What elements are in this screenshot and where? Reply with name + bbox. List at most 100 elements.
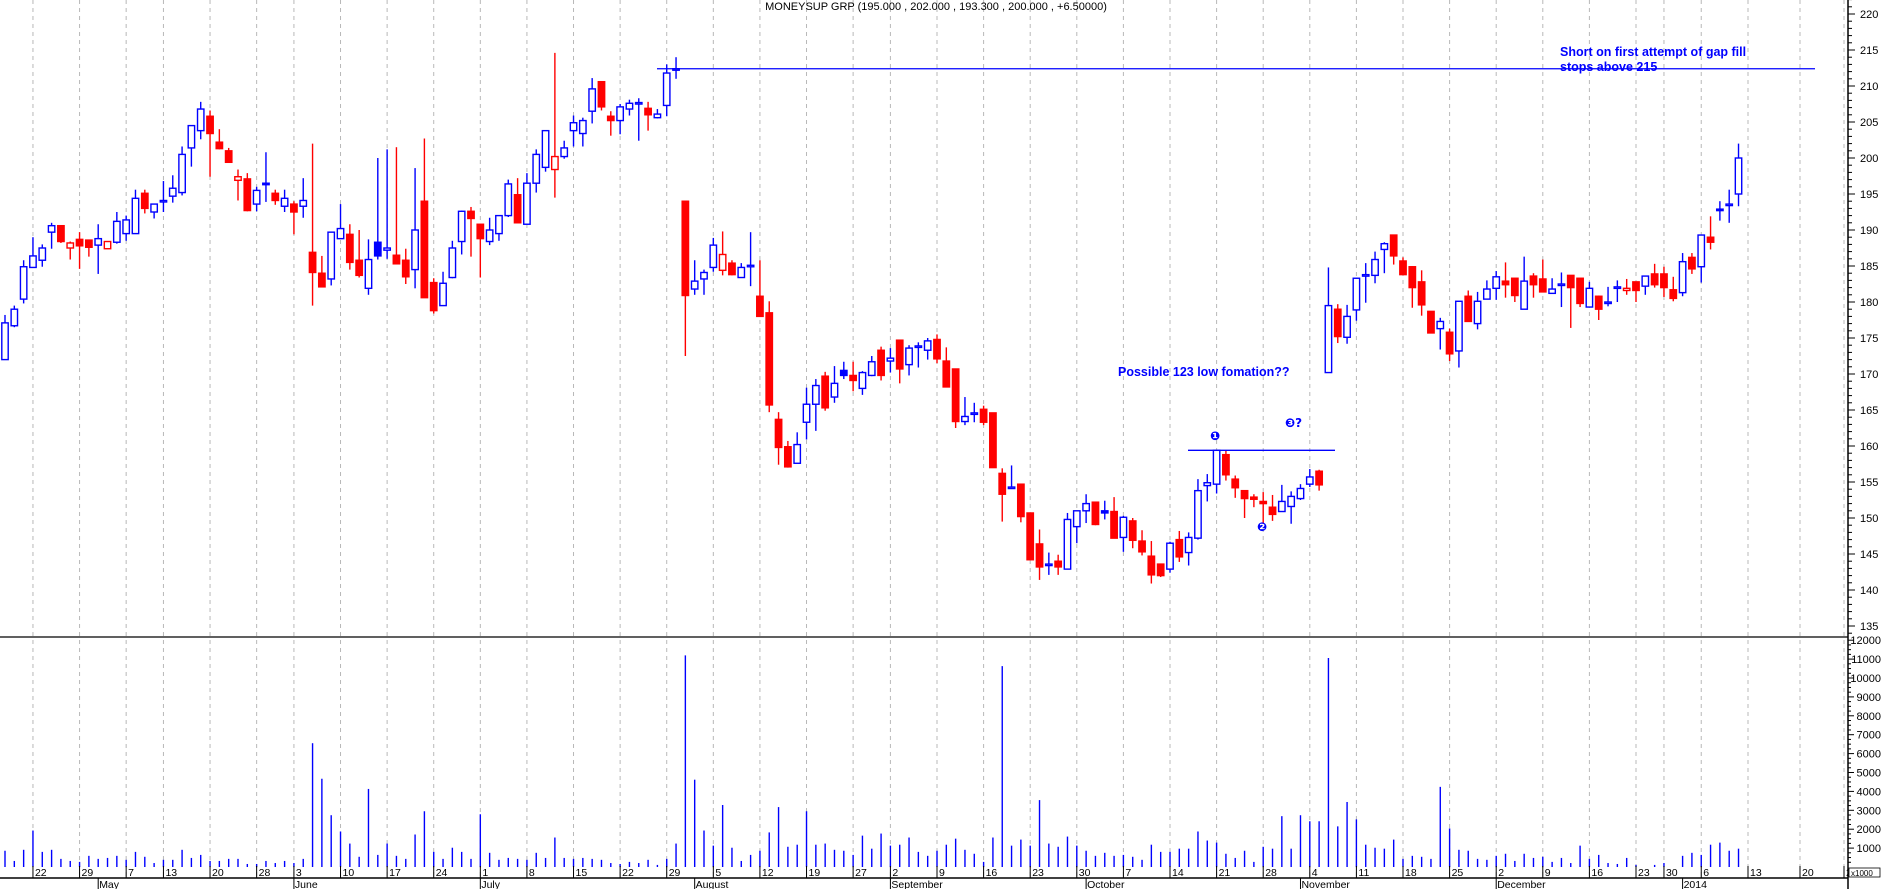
candle [783, 440, 792, 468]
candle [504, 179, 513, 218]
candle [942, 347, 951, 388]
candle [1100, 500, 1109, 520]
candle-body [569, 122, 578, 132]
candle-body [299, 199, 308, 207]
candle-body [1417, 281, 1426, 306]
candle [858, 371, 867, 395]
candle-body [1156, 563, 1165, 577]
candle-body [1352, 277, 1361, 311]
candle [1585, 281, 1594, 308]
candle [1147, 541, 1156, 584]
candle-body [467, 210, 475, 220]
date-label: 20 [212, 867, 224, 879]
chart-title: MONEYSUP GRP (195.000 , 202.000 , 193.30… [765, 1, 1107, 13]
candle-body [457, 210, 466, 243]
candle-body [1016, 483, 1025, 518]
date-label: 24 [436, 867, 448, 879]
candle [998, 468, 1007, 522]
date-label: 23 [1638, 867, 1650, 879]
date-label: 20 [1802, 867, 1814, 879]
candle [672, 57, 680, 79]
candle [159, 181, 168, 212]
candle-body [886, 357, 895, 362]
candle-body [411, 229, 419, 271]
date-label: 10 [343, 867, 355, 879]
candle-body [159, 199, 168, 203]
price-candles [1, 52, 1743, 584]
candle [1389, 234, 1398, 265]
candle [1436, 317, 1445, 350]
date-label: 6 [1703, 867, 1709, 879]
candle-body [224, 150, 233, 164]
candle [1333, 304, 1342, 344]
candle [951, 368, 960, 428]
date-label: 16 [1591, 867, 1603, 879]
date-label: 30 [1079, 867, 1091, 879]
candle [634, 98, 643, 141]
candle [262, 152, 270, 202]
candle-body [1100, 510, 1109, 514]
candle [1361, 263, 1370, 303]
month-label: 2014 [1684, 879, 1708, 889]
date-label: 13 [1750, 867, 1762, 879]
date-label: 15 [576, 867, 588, 879]
candle [1287, 491, 1296, 524]
candle [690, 260, 699, 295]
candle-body [923, 340, 932, 351]
candle [47, 222, 56, 249]
month-label: December [1497, 879, 1546, 889]
candle [1016, 483, 1025, 523]
month-label: July [481, 879, 500, 889]
month-label: August [696, 879, 729, 889]
candle-body [187, 124, 196, 149]
candle [1007, 465, 1016, 490]
volume-tick-label: 11000 [1851, 654, 1881, 666]
candle-body [243, 178, 252, 212]
candle [1091, 501, 1100, 526]
candle [644, 101, 652, 131]
candle-body [1054, 560, 1063, 568]
date-label: 17 [389, 867, 401, 879]
candle-body [252, 189, 261, 205]
date-label: 7 [128, 867, 134, 879]
candle [1035, 529, 1044, 580]
candle-body [1026, 512, 1035, 561]
candle-body [262, 182, 270, 186]
price-tick-label: 160 [1860, 441, 1878, 453]
candle [131, 189, 140, 235]
candle [1455, 300, 1463, 368]
candle [1445, 328, 1454, 362]
candle [1408, 266, 1417, 308]
candle-body [1231, 478, 1240, 489]
candle [1734, 143, 1743, 207]
candle [1566, 274, 1575, 328]
candle-body [644, 107, 652, 116]
price-tick-label: 215 [1860, 45, 1878, 57]
volume-tick-label: 12000 [1850, 635, 1881, 647]
candle [1194, 479, 1202, 540]
price-tick-label: 140 [1860, 585, 1878, 597]
candle-body [383, 247, 392, 251]
candle [523, 173, 531, 225]
candle-body [345, 233, 354, 264]
candle [1240, 489, 1249, 518]
price-tick-label: 205 [1860, 117, 1878, 129]
candle [1380, 242, 1389, 274]
volume-tick-label: 4000 [1857, 786, 1881, 798]
candle [234, 169, 242, 201]
candle-body [66, 242, 75, 249]
candle [467, 206, 475, 257]
grid-lines [32, 0, 1845, 878]
candle [765, 301, 774, 413]
candle-body [1203, 482, 1212, 487]
volume-tick-label: 10000 [1850, 673, 1881, 685]
candle-body [933, 338, 941, 360]
candle-body [29, 255, 37, 269]
candle [122, 215, 131, 241]
month-label: June [295, 879, 318, 889]
candle-body [1715, 208, 1724, 212]
candle-body [1072, 510, 1081, 528]
candle [485, 217, 494, 246]
candle-body [811, 384, 820, 405]
candle-body [1343, 315, 1351, 338]
